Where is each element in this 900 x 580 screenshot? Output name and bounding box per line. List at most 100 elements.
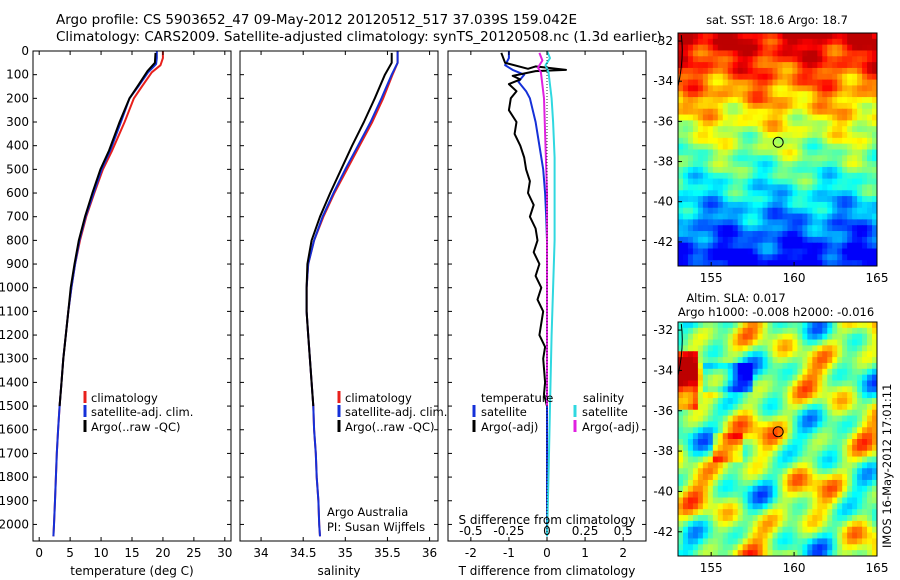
heatmap-cell <box>792 79 798 87</box>
heatmap-cell <box>707 120 714 127</box>
heatmap-cell <box>872 196 877 203</box>
heatmap-cell <box>772 85 779 92</box>
x-tick-label: 30 <box>217 546 232 560</box>
heatmap-cell <box>712 97 719 104</box>
heatmap-cell <box>782 178 789 186</box>
heatmap-cell <box>697 403 704 411</box>
heatmap-cell <box>687 479 694 487</box>
heatmap-cell <box>777 79 784 87</box>
heatmap-cell <box>862 143 868 151</box>
heatmap-cell <box>842 398 848 405</box>
argo-position-marker <box>772 426 784 438</box>
heatmap-cell <box>832 207 838 215</box>
y-tick-label: 1500 <box>0 399 29 413</box>
heatmap-cell <box>707 201 714 209</box>
heatmap-cell <box>867 50 873 57</box>
heatmap-cell <box>692 474 699 481</box>
heatmap-cell <box>757 497 764 504</box>
heatmap-cell <box>827 33 833 40</box>
map-y-tick-label: -40 <box>653 195 673 209</box>
heatmap-cell <box>747 380 754 387</box>
heatmap-cell <box>822 415 828 423</box>
heatmap-cell <box>717 184 724 191</box>
heatmap-cell <box>692 439 699 446</box>
heatmap-cell <box>712 491 719 499</box>
heatmap-cell <box>807 161 813 168</box>
heatmap-cell <box>782 468 789 475</box>
heatmap-cell <box>852 155 858 162</box>
heatmap-cell <box>742 491 749 499</box>
heatmap-cell <box>872 102 877 110</box>
heatmap-cell <box>857 526 863 534</box>
heatmap-cell <box>692 236 699 244</box>
heatmap-cell <box>757 456 764 463</box>
heatmap-cell <box>847 333 853 341</box>
heatmap-cell <box>807 225 813 232</box>
heatmap-cell <box>827 339 833 346</box>
heatmap-cell <box>782 532 789 540</box>
heatmap-cell <box>807 184 813 191</box>
heatmap-cell <box>737 161 744 168</box>
heatmap-cell <box>822 362 828 370</box>
heatmap-cell <box>722 33 729 40</box>
heatmap-cell <box>807 339 813 346</box>
heatmap-cell <box>847 497 853 504</box>
heatmap-cell <box>832 380 838 387</box>
heatmap-cell <box>777 409 784 417</box>
heatmap-cell <box>787 485 794 493</box>
heatmap-cell <box>837 403 843 411</box>
heatmap-cell <box>697 248 704 255</box>
heatmap-cell <box>747 444 754 452</box>
heatmap-cell <box>802 79 808 87</box>
heatmap-cell <box>857 137 863 145</box>
heatmap-cell <box>782 444 789 452</box>
heatmap-cell <box>762 515 769 522</box>
heatmap-cell <box>792 462 798 469</box>
heatmap-cell <box>857 485 863 493</box>
heatmap-cell <box>817 85 823 92</box>
heatmap-cell <box>707 550 714 556</box>
heatmap-cell <box>812 155 818 162</box>
heatmap-cell <box>862 479 868 487</box>
heatmap-cell <box>832 184 838 191</box>
heatmap-cell <box>802 219 808 226</box>
heatmap-cell <box>852 398 858 405</box>
heatmap-cell <box>732 132 739 139</box>
heatmap-cell <box>692 509 699 516</box>
heatmap-cell <box>742 433 749 440</box>
heatmap-cell <box>827 126 833 133</box>
heatmap-cell <box>687 126 694 133</box>
heatmap-cell <box>827 166 833 174</box>
heatmap-cell <box>687 462 694 469</box>
heatmap-cell <box>827 374 833 382</box>
heatmap-cell <box>817 403 823 411</box>
heatmap-cell <box>862 450 868 458</box>
heatmap-cell <box>767 427 774 434</box>
heatmap-cell <box>737 207 744 215</box>
heatmap-cell <box>807 73 813 81</box>
heatmap-cell <box>867 345 873 352</box>
heatmap-cell <box>792 172 798 180</box>
heatmap-cell <box>747 97 754 104</box>
heatmap-cell <box>797 497 803 504</box>
heatmap-cell <box>742 260 749 266</box>
heatmap-cell <box>767 532 774 540</box>
heatmap-cell <box>752 374 759 382</box>
heatmap-cell <box>772 108 779 116</box>
heatmap-cell <box>678 362 684 370</box>
heatmap-cell <box>772 503 779 510</box>
heatmap-cell <box>742 56 749 63</box>
heatmap-cell <box>812 248 818 255</box>
heatmap-cell <box>762 485 769 493</box>
heatmap-cell <box>737 327 744 335</box>
heatmap-cell <box>802 380 808 387</box>
heatmap-cell <box>857 172 863 180</box>
heatmap-cell <box>687 456 694 463</box>
heatmap-cell <box>792 207 798 215</box>
heatmap-cell <box>837 439 843 446</box>
heatmap-cell <box>737 225 744 232</box>
heatmap-cell <box>697 380 704 387</box>
heatmap-cell <box>732 380 739 387</box>
heatmap-cell <box>757 120 764 127</box>
heatmap-cell <box>747 550 754 556</box>
